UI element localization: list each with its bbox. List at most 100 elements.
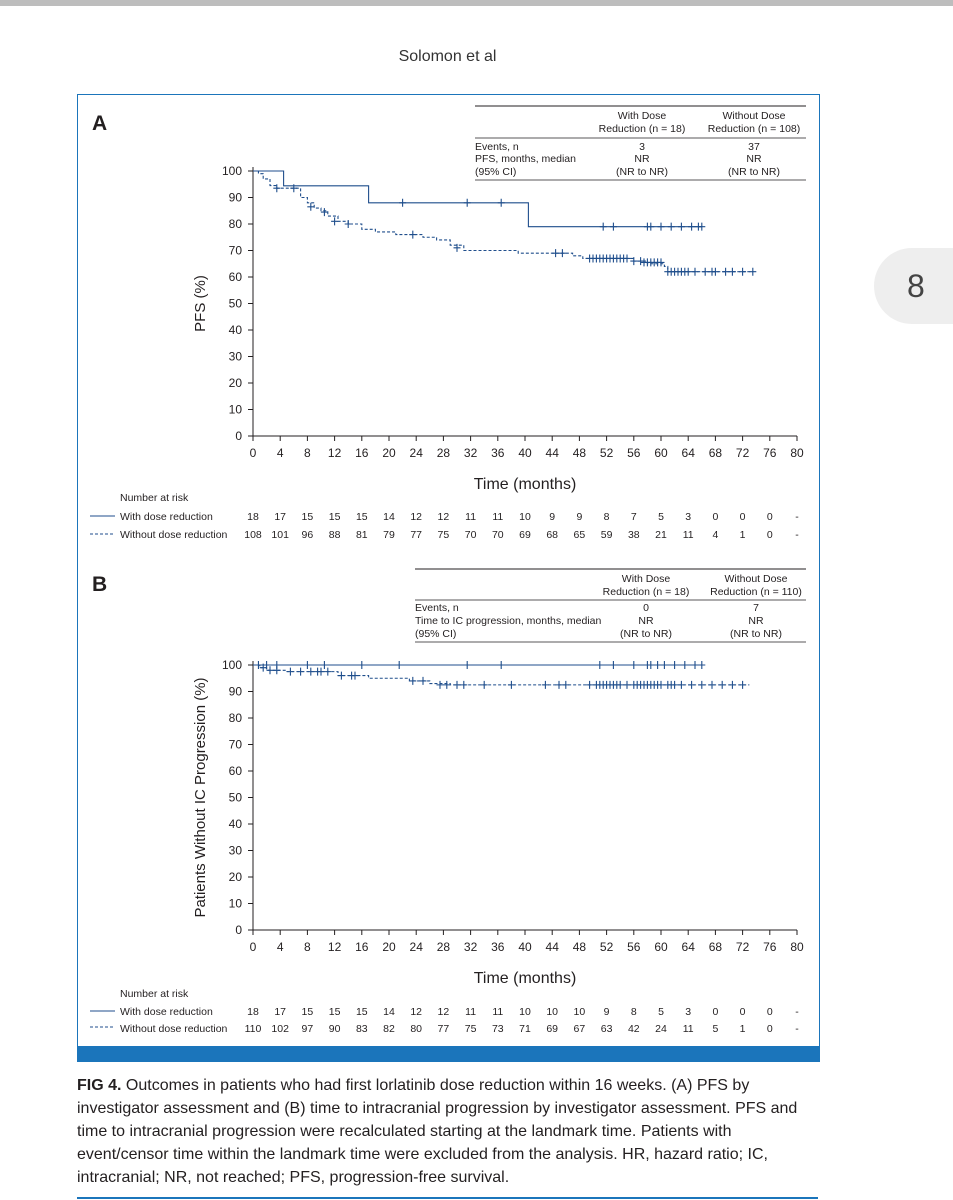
panel-b-x-tick-label: 48	[573, 940, 587, 954]
panel-b-risk-count: 73	[492, 1023, 504, 1035]
panel-a-censor-mark	[647, 222, 655, 231]
panel-a-table-header: With Dose	[618, 110, 667, 122]
panel-a-risk-count: 1	[740, 529, 746, 541]
panel-b-table-cell: 0	[643, 602, 649, 614]
panel-a-x-tick-label: 28	[437, 446, 451, 460]
panel-b-censor-mark	[562, 680, 570, 689]
panel-a-legend-label: Without dose reduction	[120, 529, 228, 541]
panel-b-table-header: Without Dose	[724, 573, 787, 585]
panel-b-risk-count: 1	[740, 1023, 746, 1035]
panel-a-censor-mark	[691, 267, 699, 276]
panel-b-censor-mark	[337, 671, 345, 680]
panel-b-y-tick-label: 40	[229, 817, 243, 831]
panel-a-censor-mark	[749, 267, 757, 276]
panel-b-table-row-label: Time to IC progression, months, median	[415, 615, 602, 627]
panel-b-censor-mark	[358, 661, 366, 669]
panel-a-risk-count: 11	[683, 529, 694, 541]
panel-b-risk-count: 77	[438, 1023, 450, 1035]
panel-a-risk-count: 11	[492, 511, 503, 523]
panel-a-x-tick-label: 80	[790, 446, 804, 460]
panel-a-risk-count: -	[795, 511, 799, 523]
panel-b-x-tick-label: 80	[790, 940, 804, 954]
panel-b-censor-mark	[297, 667, 305, 676]
panel-b-risk-count: 75	[465, 1023, 477, 1035]
panel-b-censor-mark	[507, 680, 515, 689]
panel-b-censor-mark	[677, 680, 685, 689]
panel-a-risk-count: 79	[383, 529, 395, 541]
panel-a-risk-count: 96	[302, 529, 314, 541]
panel-a-censor-mark	[463, 198, 471, 207]
panel-b-x-tick-label: 44	[546, 940, 560, 954]
panel-b-x-tick-label: 72	[736, 940, 750, 954]
panel-a-censor-mark	[331, 217, 339, 226]
panel-b-censor-mark	[630, 661, 638, 669]
panel-b-censor-mark	[307, 667, 315, 676]
panel-b-x-tick-label: 28	[437, 940, 451, 954]
panel-a-censor-mark	[623, 254, 631, 263]
panel-b-y-axis-label: Patients Without IC Progression (%)	[192, 677, 209, 917]
panel-b-censor-mark	[728, 680, 736, 689]
panel-b-risk-count: 83	[356, 1023, 368, 1035]
panel-b-risk-count: 11	[492, 1006, 503, 1018]
panel-b-letter: B	[92, 573, 107, 596]
panel-a-risk-count: 14	[383, 511, 395, 523]
panel-a-table-row-label: (95% CI)	[475, 166, 516, 178]
panel-b-risk-count: 10	[519, 1006, 531, 1018]
panel-b-risk-count: -	[795, 1006, 799, 1018]
panel-b-risk-count: 8	[631, 1006, 637, 1018]
panel-a-risk-count: -	[795, 529, 799, 541]
panel-a-table-header: Reduction (n = 108)	[708, 123, 801, 135]
panel-a-x-tick-label: 76	[763, 446, 777, 460]
panel-a-y-tick-label: 0	[235, 429, 242, 443]
panel-a-x-tick-label: 72	[736, 446, 750, 460]
panel-b-censor-mark	[609, 661, 617, 669]
panel-a-x-tick-label: 4	[277, 446, 284, 460]
panel-a-risk-count: 5	[658, 511, 664, 523]
panel-b-censor-mark	[596, 661, 604, 669]
caption-label: FIG 4.	[77, 1077, 122, 1094]
panel-a-censor-mark	[290, 184, 298, 193]
panel-b-x-tick-label: 40	[518, 940, 532, 954]
panel-a-y-tick-label: 30	[229, 350, 243, 364]
panel-b-risk-count: 0	[767, 1023, 773, 1035]
panel-a-risk-count: 0	[712, 511, 718, 523]
panel-b-censor-mark	[671, 680, 679, 689]
panel-b-risk-count: 3	[685, 1006, 691, 1018]
panel-b-table-header: With Dose	[622, 573, 671, 585]
panel-b-risk-count: 0	[740, 1006, 746, 1018]
panel-b-censor-mark	[623, 680, 631, 689]
panel-b-x-tick-label: 8	[304, 940, 311, 954]
panel-b-risk-count: 63	[601, 1023, 613, 1035]
panel-a-y-tick-label: 100	[222, 164, 242, 178]
panel-b-table-header: Reduction (n = 18)	[603, 586, 690, 598]
panel-a-risk-count: 69	[519, 529, 531, 541]
panel-b-risk-count: 42	[628, 1023, 640, 1035]
panel-b-censor-mark	[324, 667, 332, 676]
page-number-tab[interactable]: 8	[874, 248, 953, 324]
panel-b-censor-mark	[718, 680, 726, 689]
panel-a-y-tick-label: 80	[229, 217, 243, 231]
panel-a-risk-count: 21	[655, 529, 667, 541]
panel-b-table-cell: (NR to NR)	[620, 628, 672, 640]
panel-b-censor-mark	[657, 680, 665, 689]
panel-a-risk-count: 77	[410, 529, 422, 541]
panel-a-censor-mark	[722, 267, 730, 276]
panel-a-censor-mark	[273, 184, 281, 193]
panel-b-risk-count: 97	[302, 1023, 314, 1035]
panel-b-censor-mark	[419, 676, 427, 685]
panel-b-censor-mark	[660, 661, 668, 669]
panel-a-censor-mark	[320, 208, 328, 217]
panel-b-censor-mark	[497, 661, 505, 669]
panel-a-censor-mark	[453, 243, 461, 252]
panel-a-risk-count: 0	[740, 511, 746, 523]
panel-a-y-tick-label: 90	[229, 191, 243, 205]
panel-b-x-tick-label: 60	[654, 940, 668, 954]
panel-a-y-tick-label: 20	[229, 376, 243, 390]
panel-b-x-tick-label: 64	[682, 940, 696, 954]
figure-band	[77, 1046, 820, 1062]
panel-b-risk-count: 12	[410, 1006, 422, 1018]
panel-b-censor-mark	[555, 680, 563, 689]
panel-b-risk-count: 90	[329, 1023, 341, 1035]
panel-a-risk-count: 68	[546, 529, 558, 541]
